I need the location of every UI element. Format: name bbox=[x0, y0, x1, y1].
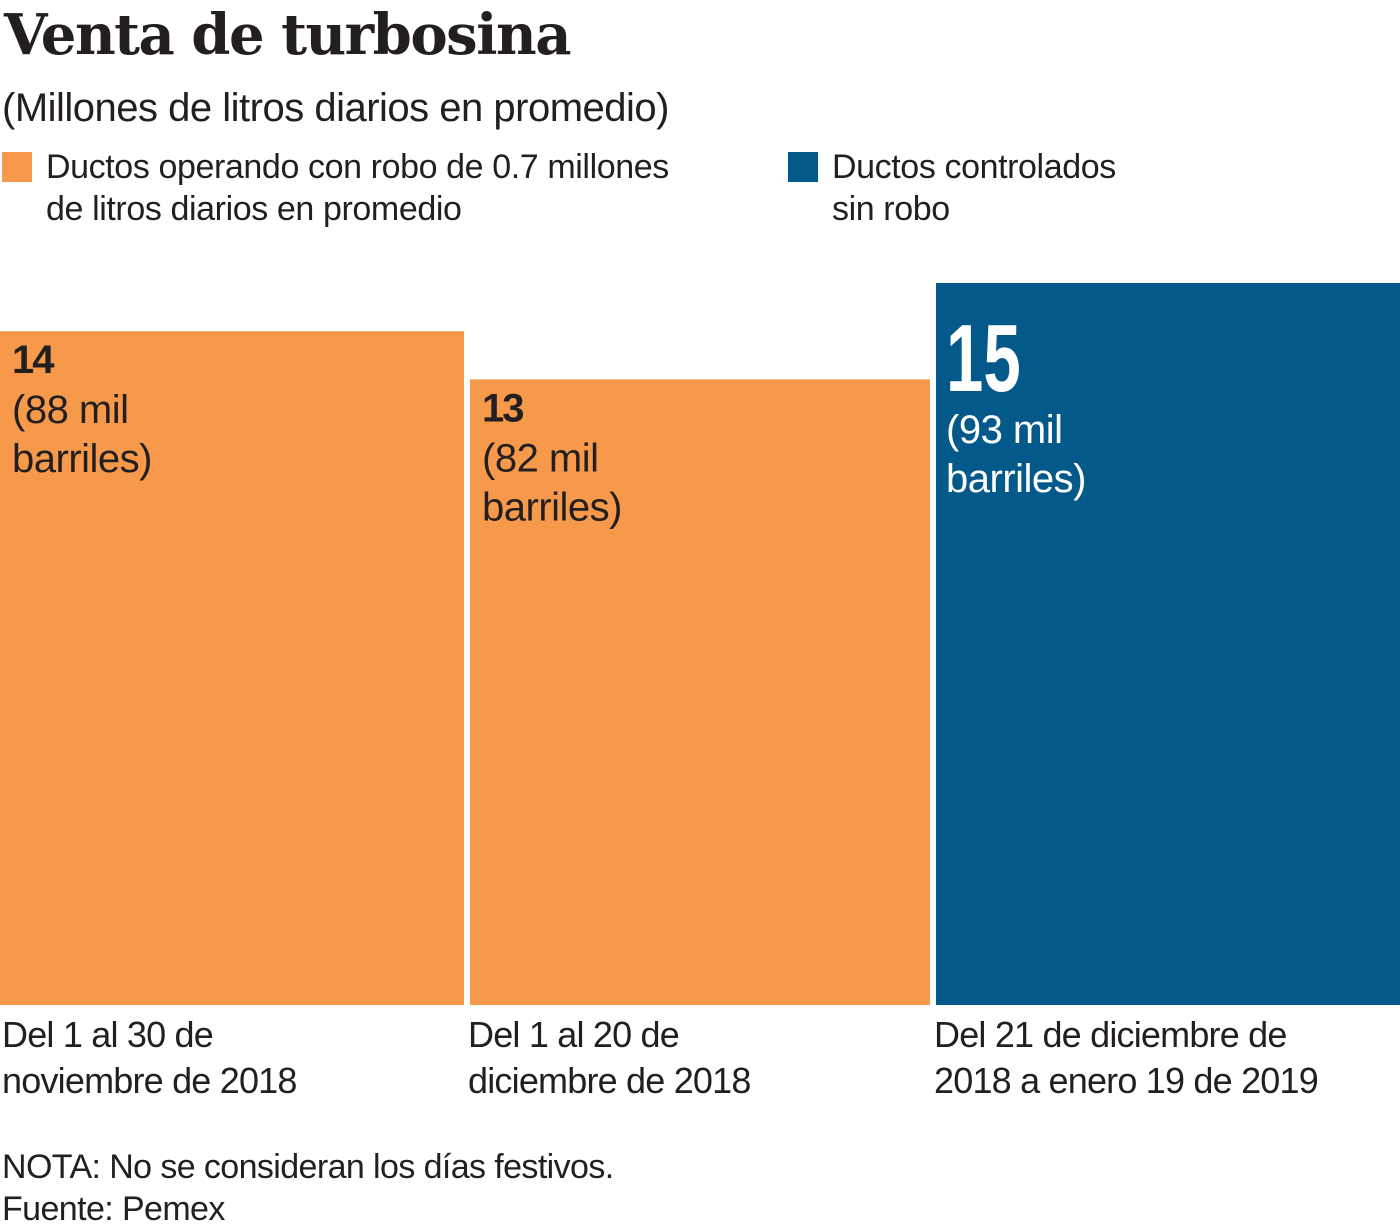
legend-swatch-orange bbox=[2, 152, 32, 182]
bar-sub-label-1: barriles) bbox=[12, 437, 152, 481]
category-label-1: Del 1 al 30 de noviembre de 2018 bbox=[2, 1012, 297, 1104]
legend-swatch-blue bbox=[788, 152, 818, 182]
bar-value-label-1: 14 bbox=[12, 338, 55, 382]
legend-label-line: sin robo bbox=[832, 190, 950, 228]
category-label-line: 2018 a enero 19 de 2019 bbox=[934, 1060, 1319, 1101]
bar-value-label-2: 13 bbox=[482, 386, 523, 430]
legend-label-line: Ductos controlados bbox=[832, 148, 1116, 186]
bar-sub-label-2: (82 mil bbox=[482, 436, 599, 480]
bar-3 bbox=[936, 283, 1400, 1005]
legend-label-sin-robo: Ductos controlados sin robo bbox=[832, 146, 1116, 230]
category-label-3: Del 21 de diciembre de 2018 a enero 19 d… bbox=[934, 1012, 1319, 1104]
category-label-line: Del 21 de diciembre de bbox=[934, 1014, 1287, 1055]
bar-sub-label-3: (93 mil bbox=[946, 408, 1063, 452]
category-label-line: noviembre de 2018 bbox=[2, 1060, 297, 1101]
bar-sub-label-2: barriles) bbox=[482, 485, 622, 529]
legend-item-sin-robo: Ductos controlados sin robo bbox=[788, 146, 1116, 230]
legend-label-con-robo: Ductos operando con robo de 0.7 millones… bbox=[46, 146, 669, 230]
bar-sub-label-1: (88 mil bbox=[12, 388, 129, 432]
legend-item-con-robo: Ductos operando con robo de 0.7 millones… bbox=[2, 146, 669, 230]
category-label-line: Del 1 al 20 de bbox=[468, 1014, 680, 1055]
chart-title: Venta de turbosina bbox=[4, 2, 571, 68]
bar-chart: 14 (88 mil barriles) 13 (82 mil barriles) 15(9… bbox=[0, 283, 1400, 1005]
legend-label-line: de litros diarios en promedio bbox=[46, 190, 462, 228]
category-label-line: Del 1 al 30 de bbox=[2, 1014, 214, 1055]
bar-value-label-3: 15 bbox=[946, 304, 1021, 412]
bar-2 bbox=[470, 379, 930, 1005]
legend-label-line: Ductos operando con robo de 0.7 millones bbox=[46, 148, 669, 186]
category-label-line: diciembre de 2018 bbox=[468, 1060, 751, 1101]
bar-1 bbox=[0, 331, 464, 1005]
chart-subtitle: (Millones de litros diarios en promedio) bbox=[2, 86, 669, 130]
category-label-2: Del 1 al 20 de diciembre de 2018 bbox=[468, 1012, 751, 1104]
source-text: Fuente: Pemex bbox=[2, 1190, 225, 1228]
note-text: NOTA: No se consideran los días festivos… bbox=[2, 1148, 614, 1186]
bar-sub-label-3: barriles) bbox=[946, 457, 1086, 501]
